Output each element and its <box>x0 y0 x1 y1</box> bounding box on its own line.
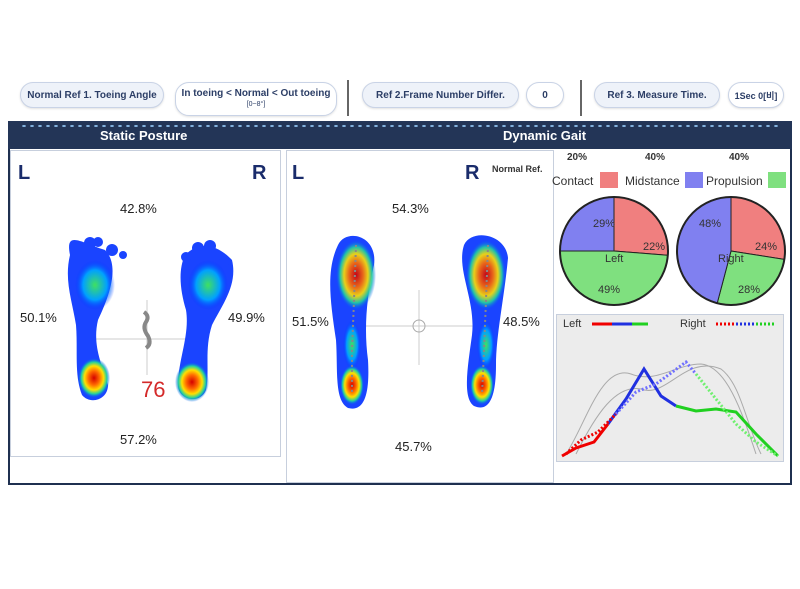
separator-2 <box>580 80 582 116</box>
right-pie-contact-value: 24% <box>755 241 778 253</box>
dynamic-footprint-heatmap <box>330 235 508 409</box>
legend-propulsion-swatch <box>768 172 786 188</box>
dynamic-bottom-percent: 45.7% <box>395 439 432 454</box>
legend-midstance-swatch <box>685 172 703 188</box>
ref3-label: Ref 3. Measure Time. <box>594 82 720 108</box>
left-pie-midstance-value: 29% <box>593 218 616 230</box>
static-right-letter: R <box>252 162 267 184</box>
static-left-letter: L <box>18 162 31 184</box>
section-header-bar <box>8 121 792 149</box>
ref-percent-2: 40% <box>645 152 666 163</box>
right-pie-label: Right <box>718 253 744 265</box>
ref2-value: 0 <box>526 82 564 108</box>
static-bottom-percent: 57.2% <box>120 432 157 447</box>
ref1-value: In toeing < Normal < Out toeing [0~8°] <box>175 82 337 116</box>
ref-percent-3: 40% <box>729 152 750 163</box>
curve-left-label: Left <box>563 318 582 330</box>
ref2-label: Ref 2.Frame Number Differ. <box>362 82 519 108</box>
curve-right-label: Right <box>680 318 706 330</box>
static-posture-title: Static Posture <box>100 128 188 143</box>
ref-percent-1: 20% <box>567 152 588 163</box>
dynamic-left-percent: 51.5% <box>292 314 329 329</box>
right-pie-midstance-value: 48% <box>699 218 722 230</box>
static-top-percent: 42.8% <box>120 201 157 216</box>
dynamic-right-percent: 48.5% <box>503 314 540 329</box>
dynamic-footprint-panel <box>286 150 554 483</box>
separator-1 <box>347 80 349 116</box>
static-posture-panel <box>10 150 281 457</box>
normal-ref-label: Normal Ref. <box>492 164 543 174</box>
static-right-percent: 49.9% <box>228 310 265 325</box>
dynamic-left-letter: L <box>292 162 305 184</box>
left-pie-propulsion-value: 49% <box>598 284 621 296</box>
right-pie-propulsion-value: 28% <box>738 284 761 296</box>
dynamic-gait-title: Dynamic Gait <box>503 128 587 143</box>
left-pie-label: Left <box>605 253 624 265</box>
static-left-percent: 50.1% <box>20 310 57 325</box>
right-phase-pie <box>676 196 786 306</box>
ref1-label: Normal Ref 1. Toeing Angle <box>20 82 164 108</box>
legend-contact-swatch <box>600 172 618 188</box>
gait-curve-chart <box>556 314 784 462</box>
left-phase-pie <box>559 196 669 306</box>
ref3-value: 1Sec 0[비] <box>728 82 784 108</box>
static-footprint-heatmap <box>67 237 234 402</box>
legend-contact-label: Contact <box>552 174 594 188</box>
dynamic-top-percent: 54.3% <box>392 201 429 216</box>
dynamic-right-letter: R <box>465 162 480 184</box>
left-pie-contact-value: 22% <box>643 241 666 253</box>
legend-midstance-label: Midstance <box>625 174 680 188</box>
legend-propulsion-label: Propulsion <box>706 174 763 188</box>
gait-curve-plot <box>561 322 780 458</box>
static-score: 76 <box>141 377 166 402</box>
